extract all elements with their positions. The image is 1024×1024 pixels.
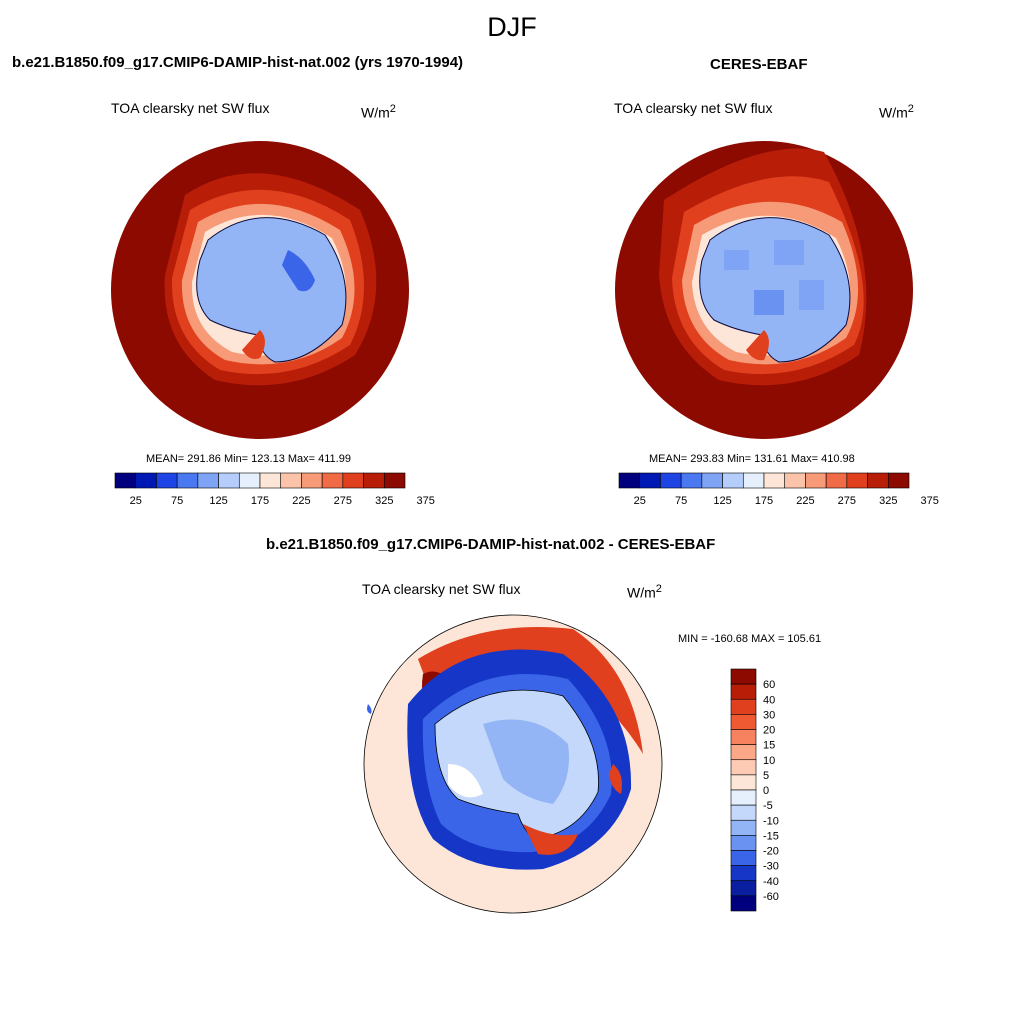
colorbar-swatch — [238, 472, 261, 489]
colorbar-tick-label: 5 — [763, 770, 769, 782]
right-stats: MEAN= 293.83 Min= 131.61 Max= 410.98 — [649, 453, 855, 465]
colorbar-tick-label: 10 — [763, 755, 775, 767]
colorbar-swatch — [363, 472, 385, 489]
colorbar-swatch — [342, 472, 364, 489]
colorbar-swatch — [701, 472, 723, 489]
colorbar-swatch — [218, 472, 240, 489]
colorbar-swatch — [825, 472, 848, 489]
colorbar-swatch — [730, 714, 757, 730]
colorbar-swatch — [321, 472, 344, 489]
right-polar-map — [615, 141, 913, 439]
panel-right-heading: CERES-EBAF — [710, 56, 808, 73]
colorbar-tick-label: -20 — [763, 846, 779, 858]
colorbar-swatch — [846, 472, 868, 489]
colorbar-swatch — [383, 472, 406, 489]
colorbar-tick-label: 75 — [675, 495, 687, 507]
colorbar-tick-label: -40 — [763, 876, 779, 888]
colorbar-tick-label: 25 — [634, 495, 646, 507]
colorbar-tick-label: 175 — [251, 495, 269, 507]
left-variable-label: TOA clearsky net SW flux — [111, 100, 270, 116]
colorbar-swatch — [730, 819, 757, 836]
left-polar-map — [111, 141, 409, 439]
colorbar-swatch — [730, 683, 757, 700]
colorbar-swatch — [176, 472, 199, 489]
colorbar-swatch — [280, 472, 302, 489]
colorbar-swatch — [784, 472, 806, 489]
colorbar-tick-label: 20 — [763, 725, 775, 737]
colorbar-swatch — [730, 804, 757, 821]
colorbar-swatch — [197, 472, 219, 489]
colorbar-swatch — [680, 472, 703, 489]
right-colorbar: 25 75 125 175 225 275 325 375 — [618, 472, 939, 507]
colorbar-tick-label: -10 — [763, 815, 779, 827]
colorbar-swatch — [730, 850, 757, 866]
colorbar-swatch — [730, 895, 757, 912]
diff-units-label: W/m2 — [627, 583, 662, 601]
colorbar-swatch — [730, 880, 757, 897]
colorbar-tick-label: 325 — [879, 495, 897, 507]
colorbar-swatch — [730, 729, 757, 745]
colorbar-swatch — [730, 759, 757, 776]
colorbar-tick-label: 25 — [130, 495, 142, 507]
panel-left-heading: b.e21.B1850.f09_g17.CMIP6-DAMIP-hist-nat… — [12, 54, 464, 71]
colorbar-tick-label: 275 — [334, 495, 352, 507]
colorbar-tick-label: 225 — [796, 495, 814, 507]
right-units-label: W/m2 — [879, 103, 914, 121]
colorbar-swatch — [259, 472, 282, 489]
figure-title: DJF — [487, 12, 537, 42]
right-variable-label: TOA clearsky net SW flux — [614, 100, 773, 116]
colorbar-swatch — [639, 472, 661, 489]
colorbar-swatch — [730, 668, 757, 685]
colorbar-swatch — [730, 865, 757, 882]
colorbar-swatch — [742, 472, 765, 489]
colorbar-tick-label: 175 — [755, 495, 773, 507]
diff-polar-map — [363, 614, 663, 914]
left-colorbar: 25 75 125 175 225 275 325 375 — [114, 472, 435, 507]
colorbar-tick-label: 325 — [375, 495, 393, 507]
left-stats: MEAN= 291.86 Min= 123.13 Max= 411.99 — [146, 453, 351, 465]
colorbar-tick-label: 0 — [763, 785, 769, 797]
colorbar-tick-label: 75 — [171, 495, 183, 507]
colorbar-tick-label: 275 — [838, 495, 856, 507]
colorbar-swatch — [805, 472, 827, 489]
diff-colorbar: 60 40 30 20 15 10 5 0 -5 -10 -15 -20 -30 -40 -60 — [730, 668, 779, 912]
colorbar-tick-label: -15 — [763, 830, 779, 842]
diff-stats: MIN = -160.68 MAX = 105.61 — [678, 633, 822, 645]
diff-variable-label: TOA clearsky net SW flux — [362, 581, 521, 597]
colorbar-tick-label: -30 — [763, 861, 779, 873]
colorbar-swatch — [618, 472, 641, 489]
colorbar-tick-label: 125 — [713, 495, 731, 507]
colorbar-tick-label: 60 — [763, 679, 775, 691]
colorbar-swatch — [730, 789, 757, 806]
colorbar-swatch — [730, 698, 757, 715]
colorbar-tick-label: 125 — [209, 495, 227, 507]
colorbar-tick-label: 375 — [417, 495, 435, 507]
colorbar-swatch — [135, 472, 157, 489]
colorbar-swatch — [867, 472, 889, 489]
colorbar-swatch — [156, 472, 178, 489]
colorbar-swatch — [887, 472, 910, 489]
colorbar-swatch — [660, 472, 682, 489]
colorbar-tick-label: 15 — [763, 740, 775, 752]
colorbar-swatch — [114, 472, 137, 489]
colorbar-tick-label: -60 — [763, 891, 779, 903]
colorbar-tick-label: 40 — [763, 694, 775, 706]
colorbar-swatch — [722, 472, 744, 489]
left-units-label: W/m2 — [361, 103, 396, 121]
colorbar-tick-label: 225 — [292, 495, 310, 507]
colorbar-swatch — [730, 774, 757, 791]
colorbar-tick-label: -5 — [763, 800, 773, 812]
colorbar-swatch — [730, 744, 757, 761]
diff-heading: b.e21.B1850.f09_g17.CMIP6-DAMIP-hist-nat… — [266, 536, 716, 553]
colorbar-tick-label: 375 — [921, 495, 939, 507]
colorbar-swatch — [763, 472, 786, 489]
colorbar-swatch — [730, 835, 757, 851]
colorbar-swatch — [301, 472, 323, 489]
colorbar-tick-label: 30 — [763, 709, 775, 721]
